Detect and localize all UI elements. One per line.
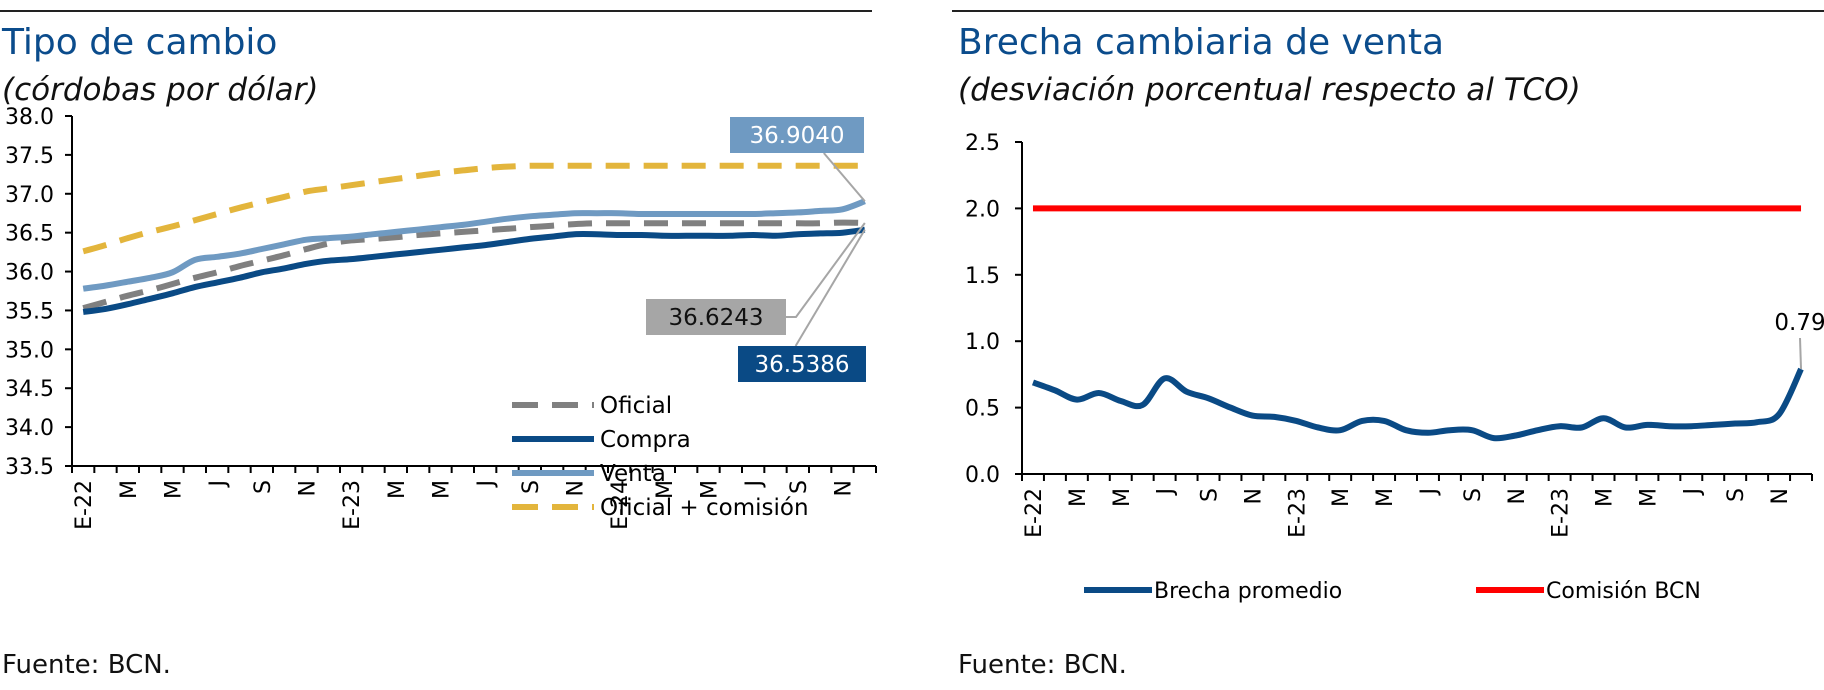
annotation-leader-venta — [823, 152, 866, 202]
right-y-tick-label: 1.0 — [965, 330, 1000, 355]
left-x-tick-label: S — [787, 480, 812, 494]
series-line-oficial — [82, 219, 865, 311]
right-source-note: Fuente: BCN. — [958, 650, 1127, 680]
right-x-tick-label: S — [1198, 488, 1223, 502]
left-y-tick-label: 34.5 — [5, 377, 54, 402]
legend-label-oficial-comision: Oficial + comisión — [600, 495, 809, 521]
left-x-tick-label: S — [519, 480, 544, 494]
right-x-tick-label: N — [1768, 488, 1793, 504]
left-x-tick-label: E-24 — [608, 480, 633, 530]
legend-label-venta: Venta — [600, 461, 666, 487]
right-chart: 2.52.01.51.00.50.0E-22 M M J S N E-23 M M J S N E-23… — [965, 131, 1824, 604]
left-y-tick-label: 37.0 — [5, 183, 54, 208]
left-x-tick-label: M — [385, 480, 410, 499]
right-x-tick-label: M — [1066, 488, 1091, 507]
right-x-tick-label: S — [1724, 488, 1749, 502]
left-x-tick-label: M — [430, 480, 455, 499]
right-x-tick-label: J — [1154, 488, 1179, 497]
right-chart-title: Brecha cambiaria de venta — [958, 22, 1444, 63]
series-line-venta — [82, 198, 866, 292]
left-x-tick-label: E-22 — [72, 480, 97, 530]
right-x-tick-label: J — [1680, 488, 1705, 497]
left-chart-title: Tipo de cambio — [2, 22, 278, 63]
right-x-tick-label: M — [1593, 488, 1618, 507]
right-chart-subtitle: (desviación porcentual respecto al TCO) — [958, 72, 1581, 108]
right-x-tick-label: E-23 — [1285, 488, 1310, 538]
annotation-box-venta — [730, 117, 864, 153]
legend-label-oficial: Oficial — [600, 393, 672, 419]
left-x-tick-label: M — [653, 480, 678, 499]
series-line-oficial-comision — [82, 162, 865, 255]
annotation-leader-brecha — [1799, 337, 1803, 370]
annotation-leader-oficial — [786, 222, 866, 318]
left-x-tick-label: M — [117, 480, 142, 499]
annotation-label-compra: 36.5386 — [754, 352, 849, 378]
left-x-tick-label: E-23 — [340, 480, 365, 530]
right-x-tick-label: E-22 — [1022, 488, 1047, 538]
left-y-tick-label: 36.5 — [5, 222, 54, 247]
right-x-tick-label: N — [1505, 488, 1530, 504]
left-x-tick-label: M — [698, 480, 723, 499]
right-x-tick-label: M — [1329, 488, 1354, 507]
left-y-tick-label: 35.5 — [5, 299, 54, 324]
left-x-tick-label: J — [206, 480, 231, 489]
left-x-tick-label: N — [564, 480, 589, 496]
left-x-tick-label: J — [742, 480, 767, 489]
annotation-box-compra — [738, 346, 866, 382]
right-y-tick-label: 2.5 — [965, 131, 1000, 156]
right-x-tick-label: S — [1461, 488, 1486, 502]
left-y-tick-label: 33.5 — [5, 455, 54, 480]
right-y-tick-label: 0.5 — [965, 397, 1000, 422]
left-y-tick-label: 35.0 — [5, 338, 54, 363]
left-x-tick-label: N — [832, 480, 857, 496]
left-chart: 38.0 37.5 37.0 36.5 36.0 35.5 35.0 34.5 34.0 33.5… — [5, 105, 877, 530]
left-y-tick-label: 36.0 — [5, 261, 54, 286]
left-x-tick-label: J — [474, 480, 499, 489]
left-y-tick-label: 34.0 — [5, 416, 54, 441]
left-top-rule — [0, 10, 872, 12]
right-y-tick-label: 0.0 — [965, 463, 1000, 488]
series-line-brecha-promedio — [1031, 367, 1804, 442]
left-x-tick-label: S — [251, 480, 276, 494]
right-x-tick-label: M — [1636, 488, 1661, 507]
right-x-tick-label: N — [1241, 488, 1266, 504]
annotation-label-oficial: 36.6243 — [668, 305, 763, 331]
legend-label-comision-bcn: Comisión BCN — [1546, 579, 1701, 604]
right-y-tick-label: 1.5 — [965, 264, 1000, 289]
annotation-label-brecha: 0.79 — [1774, 310, 1824, 336]
annotation-label-venta: 36.9040 — [749, 123, 844, 149]
legend-label-compra: Compra — [600, 427, 691, 453]
left-chart-subtitle: (córdobas por dólar) — [2, 72, 319, 108]
annotation-box-oficial — [646, 299, 786, 335]
right-x-tick-label: M — [1373, 488, 1398, 507]
annotation-leader-compra — [794, 229, 866, 347]
right-y-tick-label: 2.0 — [965, 197, 1000, 222]
left-x-tick-label: M — [162, 480, 187, 499]
legend-label-brecha-promedio: Brecha promedio — [1154, 579, 1342, 604]
series-line-compra — [82, 226, 866, 315]
left-source-note: Fuente: BCN. — [2, 650, 171, 680]
right-x-tick-label: M — [1110, 488, 1135, 507]
left-y-tick-label: 38.0 — [5, 105, 54, 130]
right-x-tick-label: E-23 — [1549, 488, 1574, 538]
left-y-tick-label: 37.5 — [5, 144, 54, 169]
right-x-tick-label: J — [1417, 488, 1442, 497]
left-x-tick-label: N — [296, 480, 321, 496]
right-top-rule — [952, 10, 1824, 12]
